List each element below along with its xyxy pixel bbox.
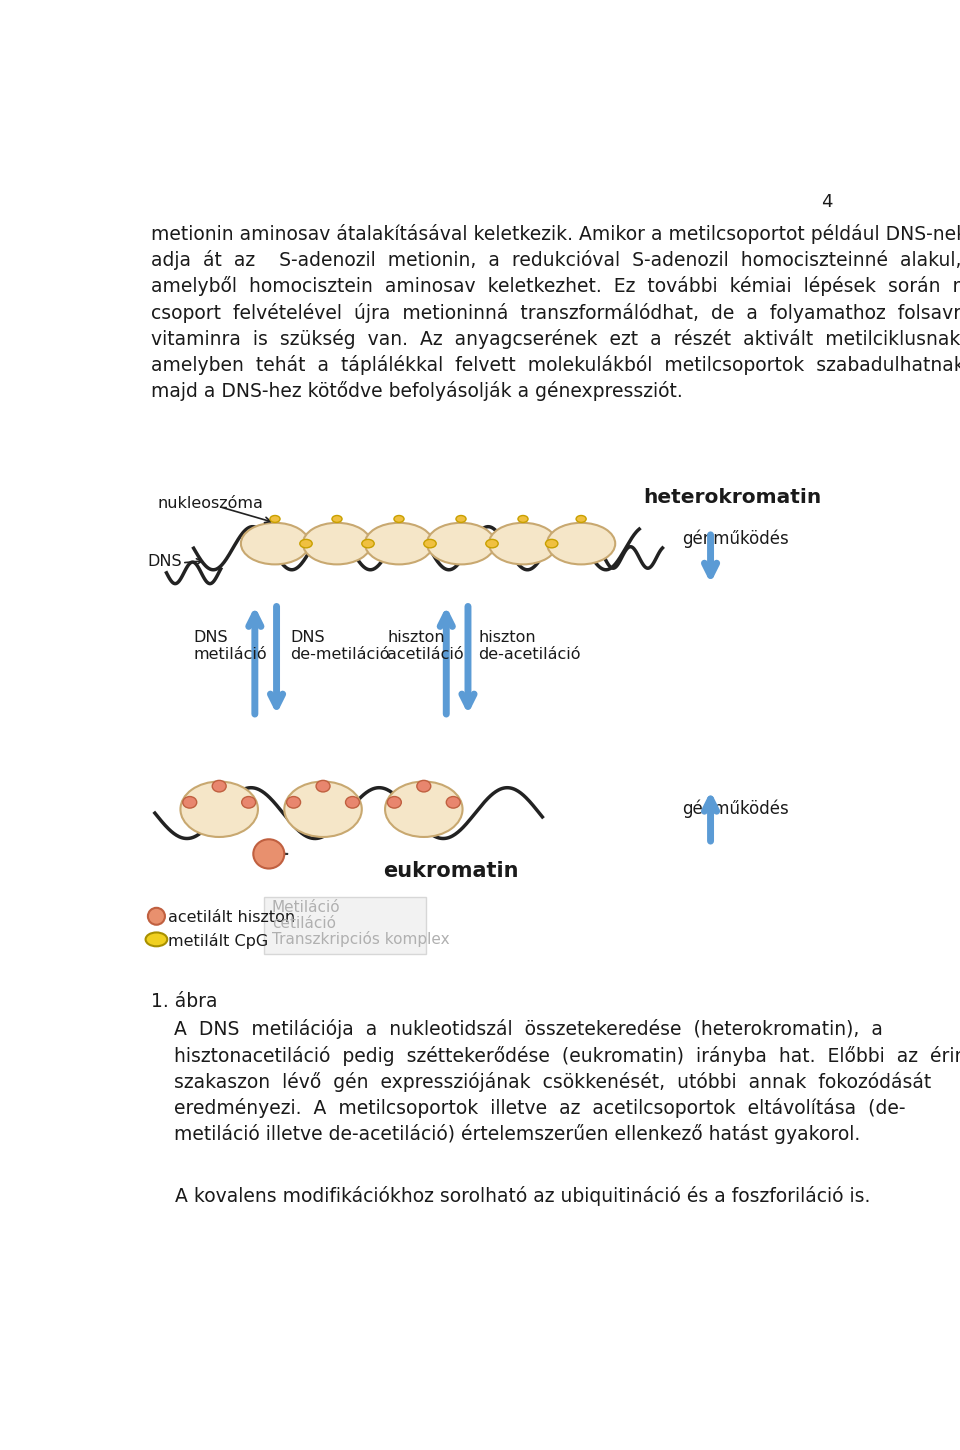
Text: 4: 4 <box>822 193 833 212</box>
Ellipse shape <box>489 523 557 564</box>
Text: amelyből  homocisztein  aminosav  keletkezhet.  Ez  további  kémiai  lépések  so: amelyből homocisztein aminosav keletkezh… <box>151 277 960 296</box>
Text: hiszton
acetiláció: hiszton acetiláció <box>388 629 464 663</box>
Ellipse shape <box>446 796 460 808</box>
Text: adja  át  az    S-adenozil  metionin,  a  redukcióval  S-adenozil  homociszteinn: adja át az S-adenozil metionin, a redukc… <box>151 251 960 270</box>
Text: génműködés: génműködés <box>682 799 788 818</box>
Ellipse shape <box>212 780 227 792</box>
Ellipse shape <box>303 523 372 564</box>
Ellipse shape <box>545 539 558 548</box>
Ellipse shape <box>287 796 300 808</box>
Text: cetiláció: cetiláció <box>272 915 336 931</box>
Ellipse shape <box>253 840 284 869</box>
Text: metilált CpG: metilált CpG <box>168 934 268 950</box>
Ellipse shape <box>146 932 167 947</box>
Text: metionin aminosav átalakításával keletkezik. Amikor a metilcsoportot például DNS: metionin aminosav átalakításával keletke… <box>151 225 960 244</box>
Text: Metiláció: Metiláció <box>272 900 341 915</box>
Text: A  DNS  metilációja  a  nukleotidszál  összetekeredése  (heterokromatin),  a: A DNS metilációja a nukleotidszál összet… <box>175 1019 883 1040</box>
Text: acetilált hiszton: acetilált hiszton <box>168 911 295 925</box>
Ellipse shape <box>284 782 362 837</box>
Ellipse shape <box>148 908 165 925</box>
Text: A kovalens modifikációkhoz sorolható az ubiquitináció és a foszforiláció is.: A kovalens modifikációkhoz sorolható az … <box>151 1186 871 1206</box>
Text: eredményezi.  A  metilcsoportok  illetve  az  acetilcsoportok  eltávolítása  (de: eredményezi. A metilcsoportok illetve az… <box>175 1098 905 1118</box>
Ellipse shape <box>385 782 463 837</box>
Text: DNS
de-metiláció: DNS de-metiláció <box>291 629 390 663</box>
Ellipse shape <box>486 539 498 548</box>
Text: Transzkripciós komplex: Transzkripciós komplex <box>272 931 449 947</box>
Ellipse shape <box>456 516 466 522</box>
Text: vitaminra  is  szükség  van.  Az  anyagcserének  ezt  a  részét  aktivált  metil: vitaminra is szükség van. Az anyagcserén… <box>151 329 960 349</box>
Text: eukromatin: eukromatin <box>383 861 519 880</box>
Ellipse shape <box>270 516 280 522</box>
FancyBboxPatch shape <box>264 898 426 954</box>
Text: DNS: DNS <box>147 554 181 568</box>
Ellipse shape <box>241 523 309 564</box>
Text: hisztonacetiláció  pedig  széttekerődése  (eukromatin)  irányba  hat.  Előbbi  a: hisztonacetiláció pedig széttekerődése (… <box>175 1045 960 1066</box>
Text: metiláció illetve de-acetiláció) értelemszerűen ellenkező hatást gyakorol.: metiláció illetve de-acetiláció) értelem… <box>175 1124 860 1144</box>
Ellipse shape <box>180 782 258 837</box>
Text: majd a DNS-hez kötődve befolyásolják a génexpressziót.: majd a DNS-hez kötődve befolyásolják a g… <box>151 381 683 402</box>
Text: nukleoszóma: nukleoszóma <box>157 496 263 510</box>
Ellipse shape <box>242 796 255 808</box>
Ellipse shape <box>576 516 587 522</box>
Ellipse shape <box>423 539 436 548</box>
Ellipse shape <box>316 780 330 792</box>
Ellipse shape <box>300 539 312 548</box>
Text: csoport  felvételével  újra  metioninná  transzformálódhat,  de  a  folyamathoz : csoport felvételével újra metioninná tra… <box>151 303 960 322</box>
Text: génműködés: génműködés <box>682 529 788 548</box>
Ellipse shape <box>394 516 404 522</box>
Ellipse shape <box>182 796 197 808</box>
Text: heterokromatin: heterokromatin <box>643 489 822 508</box>
Ellipse shape <box>417 780 431 792</box>
Ellipse shape <box>388 796 401 808</box>
Text: amelyben  tehát  a  táplálékkal  felvett  molekulákból  metilcsoportok  szabadul: amelyben tehát a táplálékkal felvett mol… <box>151 355 960 376</box>
Ellipse shape <box>332 516 342 522</box>
Ellipse shape <box>427 523 495 564</box>
Text: DNS
metiláció: DNS metiláció <box>194 629 267 663</box>
Ellipse shape <box>518 516 528 522</box>
Ellipse shape <box>547 523 615 564</box>
Ellipse shape <box>346 796 359 808</box>
Ellipse shape <box>365 523 433 564</box>
Ellipse shape <box>362 539 374 548</box>
Text: 1. ábra: 1. ábra <box>151 992 218 1011</box>
Text: szakaszon  lévő  gén  expressziójának  csökkenését,  utóbbi  annak  fokozódását: szakaszon lévő gén expressziójának csökk… <box>175 1072 931 1092</box>
Text: hiszton
de-acetiláció: hiszton de-acetiláció <box>478 629 581 663</box>
